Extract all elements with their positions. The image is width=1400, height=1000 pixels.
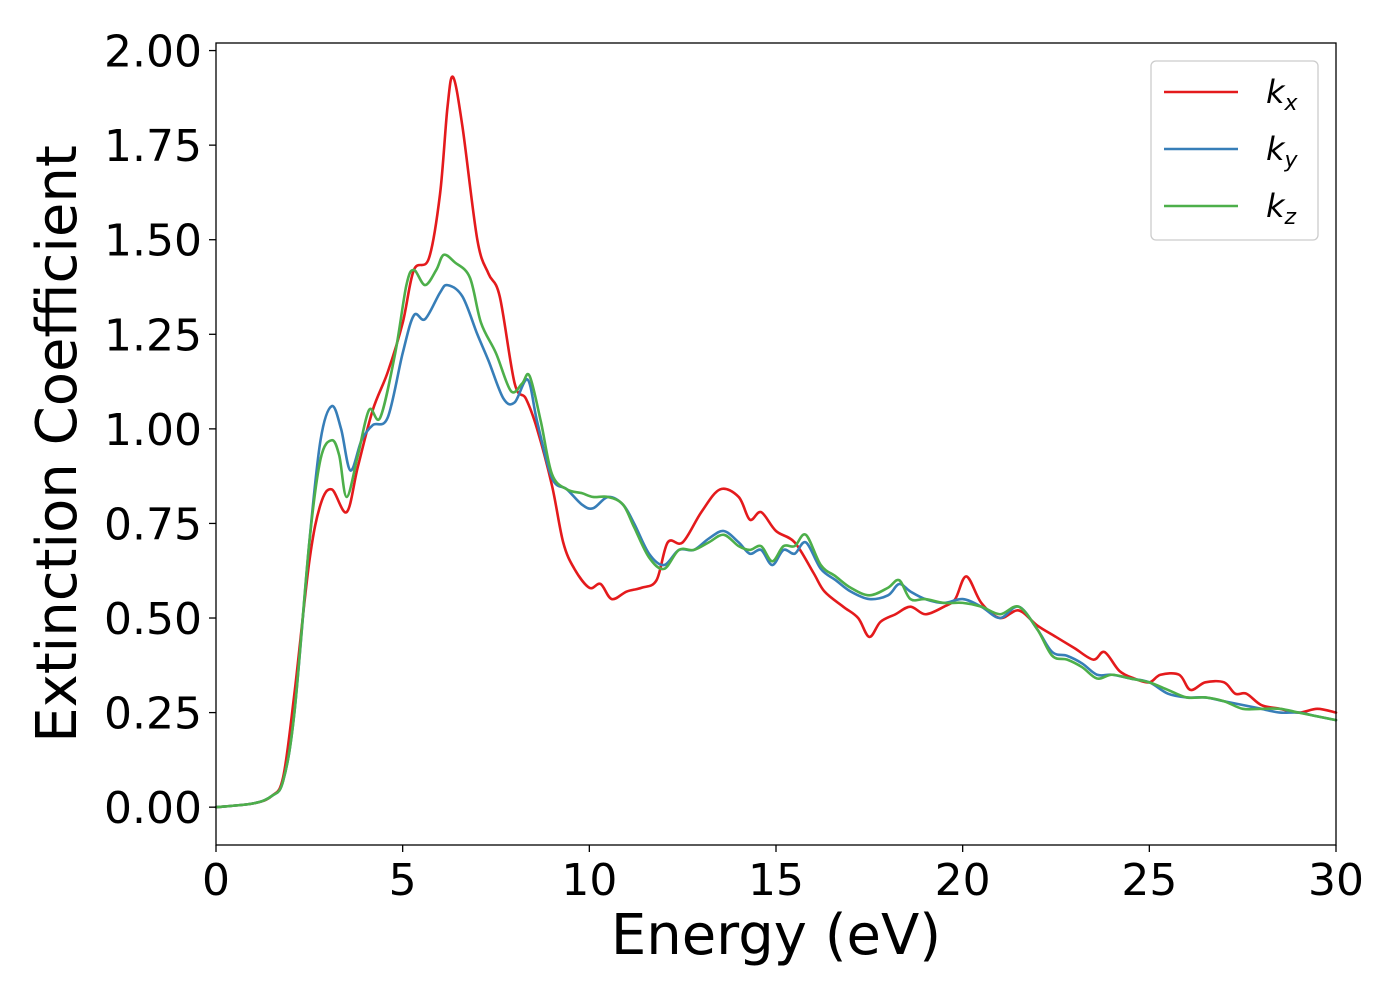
y-axis: 0.00 0.25 0.50 0.75 1.00 1.25 1.50 1.75 2.00 xyxy=(104,27,216,834)
x-tick-label: 15 xyxy=(748,855,804,906)
series-line-kz xyxy=(214,253,1338,809)
y-tick-label: 2.00 xyxy=(104,27,202,78)
legend-label-kx: kx xyxy=(1266,73,1299,116)
y-tick-label: 0.50 xyxy=(104,594,202,645)
x-tick-label: 5 xyxy=(389,855,417,906)
y-tick-label: 1.00 xyxy=(104,405,202,456)
y-tick-label: 1.75 xyxy=(104,121,202,172)
legend: kx ky kz xyxy=(1150,60,1319,241)
y-tick-label: 0.00 xyxy=(104,783,202,834)
legend-label-ky: ky xyxy=(1266,130,1299,173)
x-tick-label: 10 xyxy=(561,855,617,906)
legend-box xyxy=(1150,60,1319,241)
plot-background xyxy=(216,43,1336,845)
x-tick-label: 20 xyxy=(935,855,991,906)
y-tick-label: 0.75 xyxy=(104,499,202,550)
legend-label-kz: kz xyxy=(1266,187,1297,230)
x-tick-label: 30 xyxy=(1308,855,1364,906)
y-tick-label: 0.25 xyxy=(104,689,202,740)
y-tick-label: 1.25 xyxy=(104,310,202,361)
x-axis: 0 5 10 15 20 25 30 xyxy=(202,845,1364,906)
series-layer xyxy=(214,75,1338,809)
y-axis-title: Extinction Coefficient xyxy=(25,145,90,743)
series-line-ky xyxy=(214,283,1338,809)
x-axis-title: Energy (eV) xyxy=(611,903,941,968)
y-tick-label: 1.50 xyxy=(104,216,202,267)
x-tick-label: 0 xyxy=(202,855,230,906)
x-tick-label: 25 xyxy=(1121,855,1177,906)
